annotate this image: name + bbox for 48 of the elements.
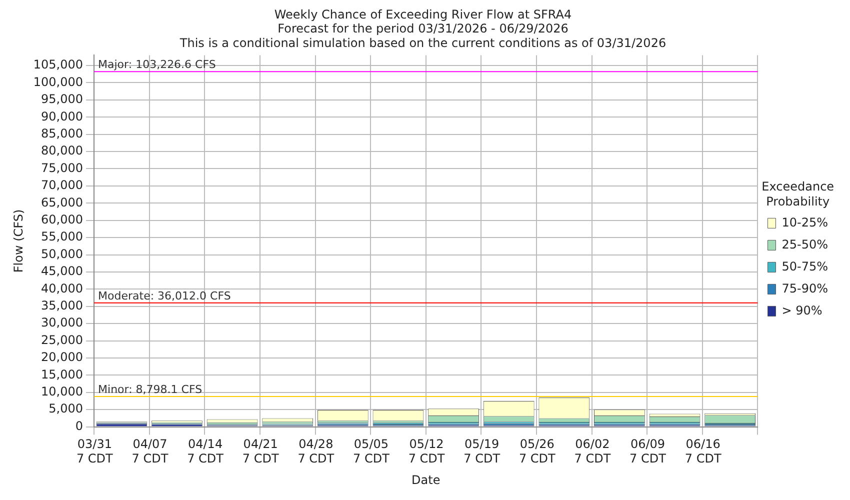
ref-line-label: Major: 103,226.6 CFS xyxy=(98,58,216,71)
x-tick-label: 04/07 7 CDT xyxy=(132,437,169,466)
x-axis-title: Date xyxy=(412,472,440,487)
chart-title: Weekly Chance of Exceeding River Flow at SFRA4 xyxy=(274,7,572,22)
legend-title: Exceedance Probability xyxy=(762,179,834,208)
x-tick-label: 06/02 7 CDT xyxy=(574,437,612,466)
y-tick-label: 100,000 xyxy=(33,74,84,89)
legend-label: 25-50% xyxy=(782,237,828,252)
x-tick-label: 05/26 7 CDT xyxy=(518,437,556,466)
y-tick-label: 55,000 xyxy=(41,230,84,244)
ref-line-label: Moderate: 36,012.0 CFS xyxy=(98,289,231,302)
x-tick-label: 04/21 7 CDT xyxy=(242,437,280,466)
x-tick-label: 05/12 7 CDT xyxy=(408,437,446,466)
legend-label: 10-25% xyxy=(782,215,828,230)
y-tick-label: 50,000 xyxy=(41,246,84,261)
y-tick-label: 90,000 xyxy=(41,109,84,124)
y-tick-label: 105,000 xyxy=(33,58,84,72)
x-tick-label: 05/05 7 CDT xyxy=(353,437,390,466)
y-tick-label: 80,000 xyxy=(41,144,84,158)
y-tick-label: 35,000 xyxy=(41,298,84,312)
chart-subtitle: Forecast for the period 03/31/2026 - 06/29/2026 xyxy=(278,22,568,36)
legend-label: > 90% xyxy=(782,303,822,318)
y-tick-label: 30,000 xyxy=(41,316,84,330)
x-tick-label: 06/09 7 CDT xyxy=(630,437,667,466)
y-tick-label: 10,000 xyxy=(41,384,84,399)
ref-line-label: Minor: 8,798.1 CFS xyxy=(98,382,202,396)
x-tick-label: 04/14 7 CDT xyxy=(187,437,224,466)
legend-label: 50-75% xyxy=(782,259,828,274)
y-tick-label: 60,000 xyxy=(41,212,84,226)
y-axis-title: Flow (CFS) xyxy=(11,209,26,273)
y-tick-label: 15,000 xyxy=(41,367,84,382)
y-tick-label: 85,000 xyxy=(41,126,84,140)
y-tick-label: 65,000 xyxy=(41,195,84,210)
y-tick-label: 45,000 xyxy=(41,264,84,278)
x-tick-label: 05/19 7 CDT xyxy=(464,437,501,466)
y-tick-label: 0 xyxy=(75,418,84,433)
y-tick-label: 25,000 xyxy=(41,332,84,347)
y-tick-label: 40,000 xyxy=(41,281,84,296)
y-tick-label: 70,000 xyxy=(41,178,84,192)
x-tick-label: 04/28 7 CDT xyxy=(298,437,335,466)
x-tick-label: 06/16 7 CDT xyxy=(684,437,722,466)
legend-label: 75-90% xyxy=(782,281,828,296)
y-tick-label: 20,000 xyxy=(41,350,84,364)
y-tick-label: 95,000 xyxy=(41,92,84,106)
x-tick-label: 03/31 7 CDT xyxy=(76,437,114,466)
text: This is a conditional simulation based on the current conditions as of 03/31/2026 xyxy=(178,36,666,50)
y-tick-label: 5,000 xyxy=(48,402,84,416)
y-tick-label: 75,000 xyxy=(41,160,84,175)
